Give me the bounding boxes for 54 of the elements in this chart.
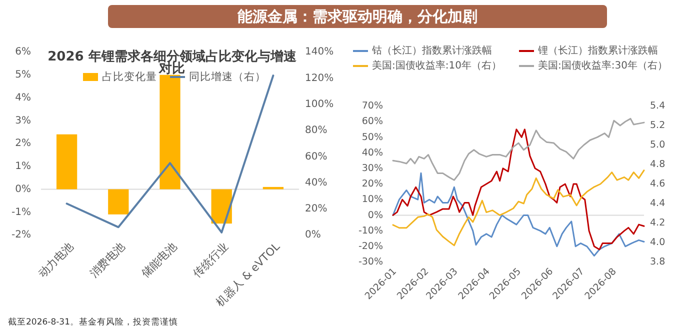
y2-tick-label: 5.4 [650, 100, 666, 112]
y-tick-label: 5% [15, 70, 31, 81]
y2-tick-label: 4.6 [650, 178, 666, 190]
y2-tick-label: 3.8 [650, 256, 666, 268]
y-tick-label: 3% [15, 115, 31, 126]
y2-tick-label: 5.2 [650, 120, 666, 132]
y2-tick-label: 60% [305, 151, 328, 162]
y-tick-label: 60% [362, 116, 383, 128]
y2-tick-label: 80% [305, 125, 328, 136]
y2-tick-label: 4.2 [650, 218, 666, 229]
bar [160, 74, 180, 190]
x-tick-label: 动力电池 [36, 240, 76, 280]
y-tick-label: 40% [362, 147, 383, 158]
y-tick-label: 20% [362, 178, 383, 190]
y-tick-label: 2% [15, 138, 31, 150]
text: 截至2026-8-31。基金有风险，投资需谨慎 [8, 316, 178, 328]
y2-tick-label: 4.8 [650, 159, 666, 170]
y2-tick-label: 4.0 [650, 237, 666, 248]
bar [56, 134, 78, 190]
y-tick-label: -10% [358, 225, 383, 236]
y2-tick-label: 40% [305, 177, 328, 188]
bar [262, 186, 284, 190]
legend-label: 美国:国债收益率:10年（右） [372, 60, 502, 72]
y-tick-label: 0% [368, 210, 383, 221]
bar [211, 189, 232, 224]
x-tick-label: 储能电池 [138, 240, 180, 280]
x-tick-label: 传统行业 [190, 240, 231, 280]
legend-label: 美国:国债收益率:30年（右） [538, 60, 668, 72]
y2-tick-label: 20% [305, 204, 328, 215]
y-tick-label: 1% [15, 161, 31, 172]
bar [108, 189, 129, 214]
text: 能源金属：需求驱动明确，分化加剧 [238, 8, 478, 26]
legend-label: 钴（长江）指数累计涨跌幅 [371, 44, 492, 57]
y2-tick-label: 4.4 [650, 198, 666, 210]
y2-tick-label: 140% [305, 46, 334, 58]
y-tick-label: -1% [12, 206, 31, 218]
y-tick-label: -30% [358, 256, 383, 268]
y2-tick-label: 100% [305, 99, 334, 110]
y2-tick-label: 0% [305, 230, 321, 241]
legend-label: 锂（长江）指数累计涨跌幅 [537, 44, 658, 57]
y-tick-label: -2% [12, 230, 31, 241]
y-tick-label: -20% [358, 240, 383, 252]
y-tick-label: 70% [362, 100, 383, 112]
y-tick-label: 10% [362, 194, 383, 206]
y2-tick-label: 120% [305, 72, 334, 84]
x-tick-label: 消费电池 [87, 240, 128, 280]
y-tick-label: 30% [362, 162, 383, 174]
y-tick-label: 50% [362, 132, 383, 143]
y-tick-label: 0% [15, 184, 31, 195]
y-tick-label: 4% [15, 92, 31, 104]
legend-label: 占比变化量 [102, 70, 157, 83]
legend-label: 同比增速（右） [189, 70, 266, 83]
y2-tick-label: 5.0 [650, 140, 666, 151]
y-tick-label: 6% [15, 46, 31, 58]
